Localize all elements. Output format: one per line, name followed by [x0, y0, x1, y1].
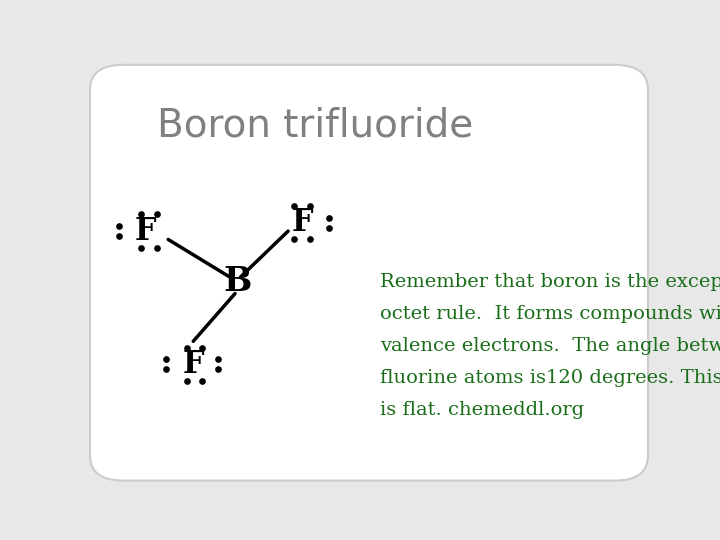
- Text: F: F: [292, 207, 312, 238]
- Text: octet rule.  It forms compounds with only 6: octet rule. It forms compounds with only…: [380, 305, 720, 323]
- Text: valence electrons.  The angle between the: valence electrons. The angle between the: [380, 337, 720, 355]
- FancyBboxPatch shape: [90, 65, 648, 481]
- Text: F: F: [135, 215, 156, 247]
- Text: F: F: [182, 349, 204, 380]
- Text: Boron trifluoride: Boron trifluoride: [157, 106, 473, 144]
- Text: fluorine atoms is120 degrees. This molecule: fluorine atoms is120 degrees. This molec…: [380, 369, 720, 387]
- Text: is flat. chemeddl.org: is flat. chemeddl.org: [380, 401, 585, 418]
- Text: Remember that boron is the exception to the: Remember that boron is the exception to …: [380, 273, 720, 291]
- Text: B: B: [224, 265, 252, 298]
